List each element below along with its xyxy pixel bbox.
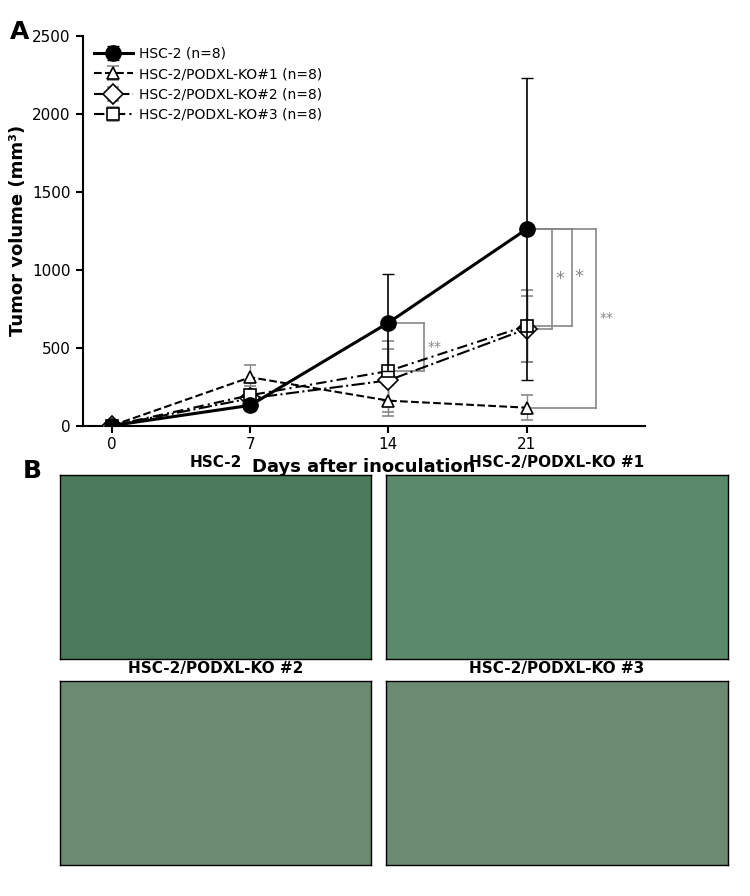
- Legend: HSC-2 (n=8), HSC-2/PODXL-KO#1 (n=8), HSC-2/PODXL-KO#2 (n=8), HSC-2/PODXL-KO#3 (n: HSC-2 (n=8), HSC-2/PODXL-KO#1 (n=8), HSC…: [89, 43, 327, 125]
- X-axis label: Days after inoculation: Days after inoculation: [252, 458, 476, 476]
- Text: HSC-2/PODXL-KO #2: HSC-2/PODXL-KO #2: [128, 660, 303, 676]
- Y-axis label: Tumor volume (mm³): Tumor volume (mm³): [9, 125, 27, 336]
- Text: HSC-2/PODXL-KO #1: HSC-2/PODXL-KO #1: [470, 454, 644, 470]
- Text: *: *: [575, 269, 584, 287]
- Text: HSC-2/PODXL-KO #3: HSC-2/PODXL-KO #3: [470, 660, 644, 676]
- Text: *: *: [555, 270, 564, 288]
- Text: **: **: [428, 340, 442, 354]
- Text: **: **: [599, 312, 613, 325]
- Text: A: A: [9, 21, 28, 44]
- Text: B: B: [22, 459, 41, 483]
- Text: HSC-2: HSC-2: [190, 454, 242, 470]
